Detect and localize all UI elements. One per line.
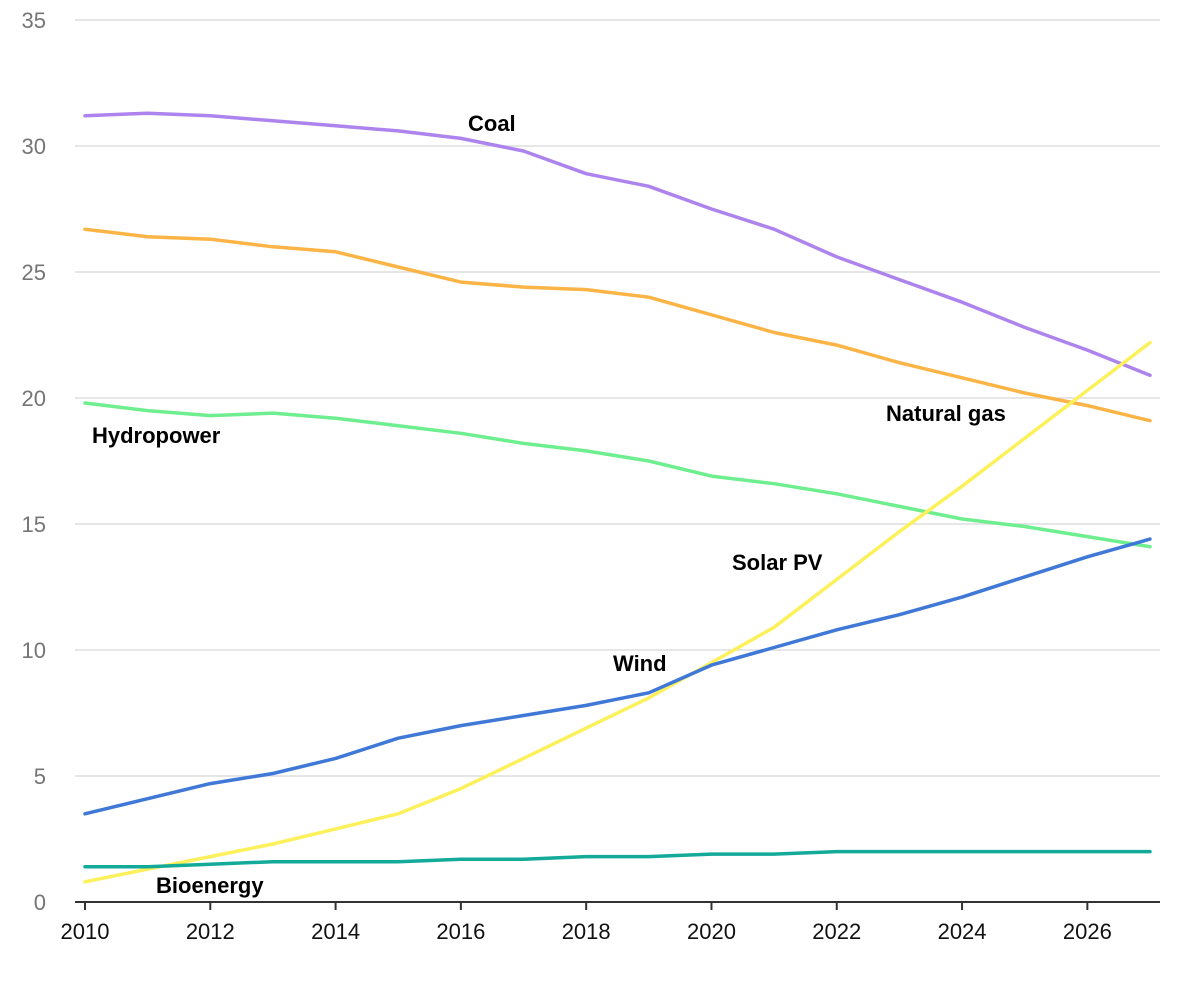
series-line-natural-gas — [83, 227, 1152, 423]
y-tick-label: 0 — [34, 890, 46, 915]
x-tick-label: 2022 — [812, 919, 861, 944]
y-tick-label: 10 — [22, 638, 46, 663]
series-label-bioenergy: Bioenergy — [156, 873, 264, 898]
y-tick-label: 25 — [22, 260, 46, 285]
series-label-natural-gas: Natural gas — [886, 401, 1006, 426]
x-tick-label: 2016 — [436, 919, 485, 944]
y-tick-label: 30 — [22, 134, 46, 159]
x-tick-label: 2012 — [186, 919, 235, 944]
y-tick-label: 15 — [22, 512, 46, 537]
series-label-solar-pv: Solar PV — [732, 550, 823, 575]
series-line-wind — [83, 537, 1152, 816]
gridlines — [75, 19, 1160, 777]
x-tick-label: 2020 — [687, 919, 736, 944]
x-tick-label: 2024 — [938, 919, 987, 944]
series-line-coal — [83, 111, 1152, 378]
y-axis: 0 5 10 15 20 25 30 35 — [22, 8, 46, 915]
series-line-solar-pv — [83, 340, 1152, 884]
y-tick-label: 35 — [22, 8, 46, 33]
series-label-coal: Coal — [468, 111, 516, 136]
series-line-bioenergy — [83, 849, 1152, 869]
y-tick-label: 20 — [22, 386, 46, 411]
series-lines — [83, 111, 1152, 884]
series-label-hydropower: Hydropower — [92, 423, 221, 448]
x-tick-label: 2010 — [61, 919, 110, 944]
x-tick-label: 2014 — [311, 919, 360, 944]
x-tick-label: 2026 — [1063, 919, 1112, 944]
series-label-wind: Wind — [613, 651, 667, 676]
y-tick-label: 5 — [34, 764, 46, 789]
x-tick-label: 2018 — [562, 919, 611, 944]
series-line-hydropower — [83, 401, 1152, 549]
series-labels: Coal Natural gas Hydropower Solar PV Win… — [92, 111, 1006, 898]
x-axis: 2010 2012 2014 2016 2018 2020 2022 2024 2026 — [61, 901, 1160, 944]
